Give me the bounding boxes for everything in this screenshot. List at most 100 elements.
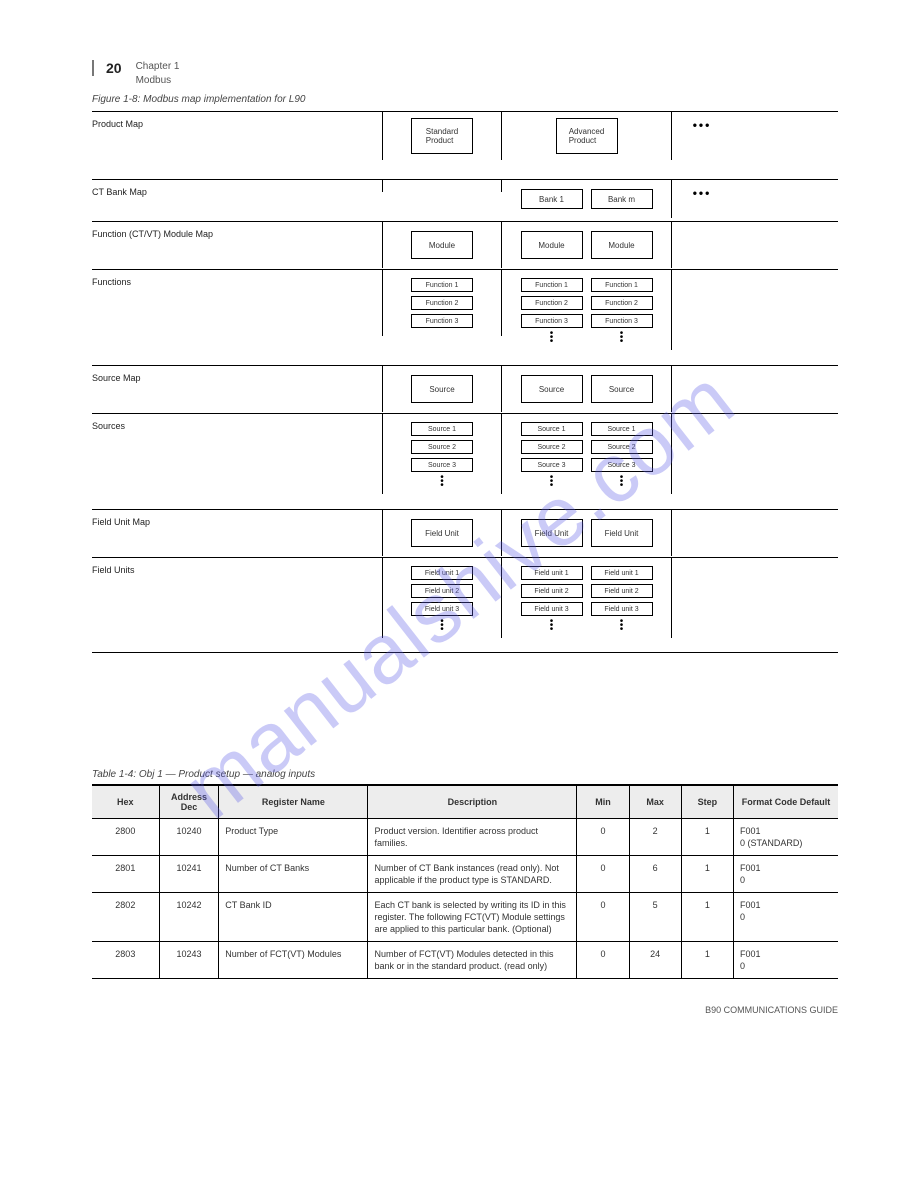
cell-name: CT Bank ID bbox=[219, 893, 368, 942]
table-head: Hex Address Dec Register Name Descriptio… bbox=[92, 785, 838, 819]
row-label: Source Map bbox=[92, 366, 382, 390]
vdots-icon: ••• bbox=[440, 476, 444, 488]
vdots-icon: ••• bbox=[550, 620, 554, 632]
cell-min: 0 bbox=[577, 942, 629, 979]
box-fieldunit: Field Unit bbox=[411, 519, 473, 547]
box-standard-product: StandardProduct bbox=[411, 118, 473, 154]
col-min: Min bbox=[577, 785, 629, 819]
box-fieldunit-a: Field Unit bbox=[521, 519, 583, 547]
box-fu3: Field unit 3 bbox=[411, 602, 473, 616]
cell-dec: 10242 bbox=[159, 893, 219, 942]
box-source: Source bbox=[411, 375, 473, 403]
box-fn2: Function 2 bbox=[411, 296, 473, 310]
row-label: Product Map bbox=[92, 112, 382, 136]
box-fn2b: Function 2 bbox=[591, 296, 653, 310]
cell-step: 1 bbox=[681, 942, 733, 979]
diagram-row-fieldunits: Field Units Field unit 1 Field unit 2 Fi… bbox=[92, 557, 838, 653]
row-label: Field Units bbox=[92, 558, 382, 582]
cell-step: 1 bbox=[681, 819, 733, 856]
box-fu1b: Field unit 1 bbox=[591, 566, 653, 580]
cell-max: 6 bbox=[629, 856, 681, 893]
cell-min: 0 bbox=[577, 893, 629, 942]
box-fn3: Function 3 bbox=[411, 314, 473, 328]
box-advanced-product: AdvancedProduct bbox=[556, 118, 618, 154]
stack-functions: Function 1 Function 2 Function 3 bbox=[411, 276, 473, 330]
cell-hex: 2802 bbox=[92, 893, 159, 942]
modbus-diagram: Product Map StandardProduct AdvancedProd… bbox=[92, 111, 838, 751]
diagram-row-functions: Functions Function 1 Function 2 Function… bbox=[92, 269, 838, 365]
col-max: Max bbox=[629, 785, 681, 819]
col-hex: Hex bbox=[92, 785, 159, 819]
box-src2: Source 2 bbox=[411, 440, 473, 454]
box-fn1: Function 1 bbox=[411, 278, 473, 292]
diagram-row-ctbank: CT Bank Map Bank 1 Bank m ••• bbox=[92, 179, 838, 221]
cell-max: 2 bbox=[629, 819, 681, 856]
cell-name: Product Type bbox=[219, 819, 368, 856]
box-source-a: Source bbox=[521, 375, 583, 403]
box-src3b: Source 3 bbox=[591, 458, 653, 472]
table-row: 2800 10240 Product Type Product version.… bbox=[92, 819, 838, 856]
diagram-row-fieldmap: Field Unit Map Field Unit Field Unit Fie… bbox=[92, 509, 838, 557]
box-bank1: Bank 1 bbox=[521, 189, 583, 209]
vdots-icon: ••• bbox=[620, 476, 624, 488]
box-fu2b: Field unit 2 bbox=[591, 584, 653, 598]
col-dots: ••• bbox=[672, 112, 732, 138]
vdots-icon: ••• bbox=[550, 332, 554, 344]
table-body: 2800 10240 Product Type Product version.… bbox=[92, 819, 838, 979]
table-row: 2801 10241 Number of CT Banks Number of … bbox=[92, 856, 838, 893]
cell-hex: 2800 bbox=[92, 819, 159, 856]
vdots-icon: ••• bbox=[550, 476, 554, 488]
box-fu1a: Field unit 1 bbox=[521, 566, 583, 580]
h-ellipsis: ••• bbox=[693, 186, 712, 200]
cell-name: Number of CT Banks bbox=[219, 856, 368, 893]
page-header: 20 Chapter 1 Modbus bbox=[92, 60, 838, 88]
footer-text: B90 COMMUNICATIONS GUIDE bbox=[92, 1005, 838, 1015]
cell-desc: Number of FCT(VT) Modules detected in th… bbox=[368, 942, 577, 979]
cell-step: 1 bbox=[681, 893, 733, 942]
cell-min: 0 bbox=[577, 819, 629, 856]
cell-fmt: F0010 bbox=[734, 893, 838, 942]
cell-dec: 10240 bbox=[159, 819, 219, 856]
col-step: Step bbox=[681, 785, 733, 819]
box-fu2: Field unit 2 bbox=[411, 584, 473, 598]
box-fn1b: Function 1 bbox=[591, 278, 653, 292]
box-src1b: Source 1 bbox=[591, 422, 653, 436]
box-module: Module bbox=[411, 231, 473, 259]
row-label: Functions bbox=[92, 270, 382, 294]
table-row: 2802 10242 CT Bank ID Each CT bank is se… bbox=[92, 893, 838, 942]
vdots-icon: ••• bbox=[440, 620, 444, 632]
box-module-a: Module bbox=[521, 231, 583, 259]
box-fu1: Field unit 1 bbox=[411, 566, 473, 580]
box-src1a: Source 1 bbox=[521, 422, 583, 436]
diagram-row-sources: Sources Source 1 Source 2 Source 3 ••• S… bbox=[92, 413, 838, 509]
row-label: Field Unit Map bbox=[92, 510, 382, 534]
col-standard: StandardProduct bbox=[382, 112, 502, 160]
cell-dec: 10243 bbox=[159, 942, 219, 979]
box-module-b: Module bbox=[591, 231, 653, 259]
col-desc: Description bbox=[368, 785, 577, 819]
box-fn3b: Function 3 bbox=[591, 314, 653, 328]
diagram-row-product: Product Map StandardProduct AdvancedProd… bbox=[92, 111, 838, 179]
col-advanced: AdvancedProduct bbox=[502, 112, 672, 160]
diagram-row-module: Function (CT/VT) Module Map Module Modul… bbox=[92, 221, 838, 269]
chapter-line-1: Chapter 1 bbox=[136, 61, 180, 72]
col-empty bbox=[382, 180, 502, 192]
box-fieldunit-b: Field Unit bbox=[591, 519, 653, 547]
vdots-icon: ••• bbox=[620, 332, 624, 344]
cell-fmt: F0010 bbox=[734, 856, 838, 893]
col-dec: Address Dec bbox=[159, 785, 219, 819]
table-title: Table 1-4: Obj 1 — Product setup — analo… bbox=[92, 769, 838, 780]
figure-title: Figure 1-8: Modbus map implementation fo… bbox=[92, 94, 838, 105]
box-fn3a: Function 3 bbox=[521, 314, 583, 328]
cell-step: 1 bbox=[681, 856, 733, 893]
row-label: Sources bbox=[92, 414, 382, 438]
cell-fmt: F0010 bbox=[734, 942, 838, 979]
box-src3a: Source 3 bbox=[521, 458, 583, 472]
table-row: 2803 10243 Number of FCT(VT) Modules Num… bbox=[92, 942, 838, 979]
document-page: 20 Chapter 1 Modbus Figure 1-8: Modbus m… bbox=[0, 0, 918, 1055]
cell-min: 0 bbox=[577, 856, 629, 893]
diagram-row-sourcemap: Source Map Source Source Source bbox=[92, 365, 838, 413]
h-ellipsis: ••• bbox=[693, 118, 712, 132]
vdots-icon: ••• bbox=[620, 620, 624, 632]
col-fmt: Format Code Default bbox=[734, 785, 838, 819]
